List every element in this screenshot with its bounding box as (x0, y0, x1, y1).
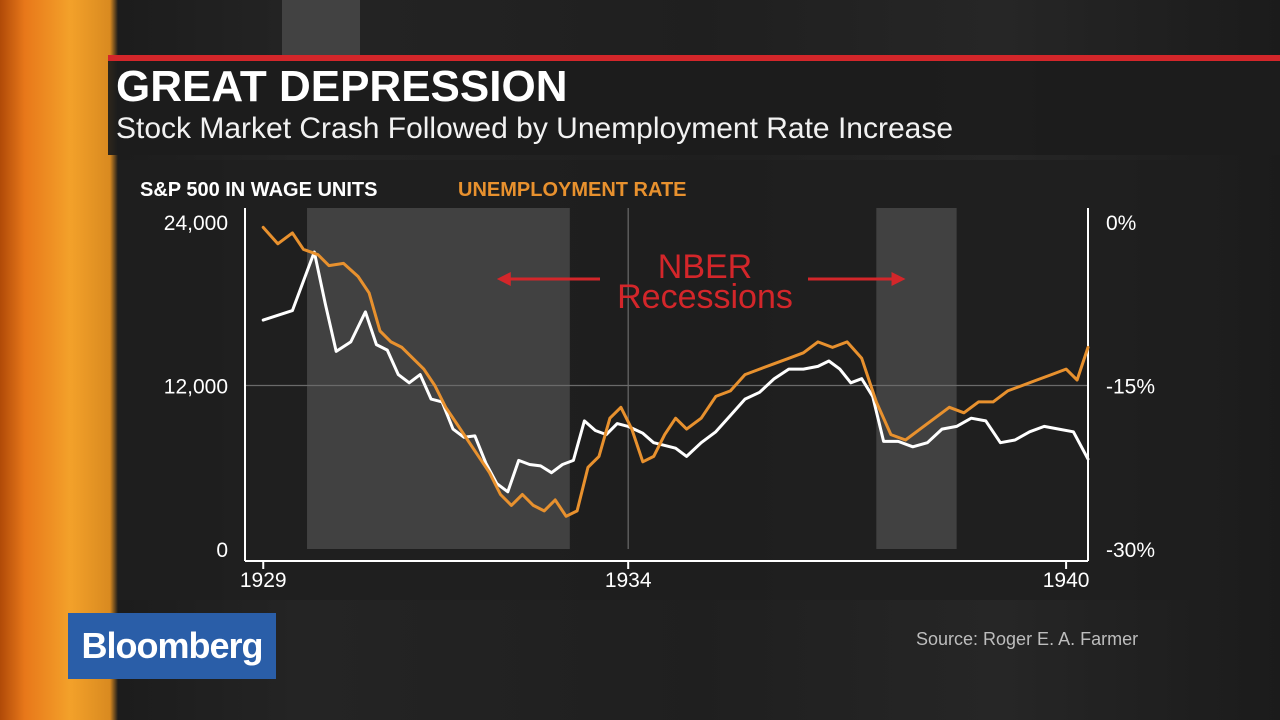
background-stripe (282, 0, 360, 55)
right-tick-label-1: -15% (1106, 376, 1155, 399)
sp500-wage-units-line (261, 250, 1090, 494)
bloomberg-logo: Bloomberg (68, 613, 276, 679)
unemployment-rate-line (261, 225, 1090, 518)
header-accent-bar (108, 55, 1280, 61)
source-note: Source: Roger E. A. Farmer (916, 629, 1139, 649)
right-axis-title: UNEMPLOYMENT RATE (458, 179, 687, 201)
recession-bands (307, 208, 957, 549)
left-axis-title: S&P 500 IN WAGE UNITS (140, 179, 377, 201)
title-panel (108, 61, 1280, 155)
x-tick-label-1: 1934 (605, 569, 652, 592)
recession-band-2 (876, 208, 957, 549)
chart-title: GREAT DEPRESSION (116, 62, 568, 111)
logo-text: Bloomberg (81, 625, 263, 666)
axes: 24,000 12,000 0 0% -15% -30% 1929 1934 1940 (164, 208, 1155, 592)
right-tick-label-0: 0% (1106, 212, 1136, 235)
left-tick-label-0: 24,000 (164, 212, 228, 235)
x-tick-label-0: 1929 (240, 569, 287, 592)
series (261, 225, 1090, 518)
recession-band-1 (307, 208, 570, 549)
chart-panel (118, 160, 1196, 600)
chart-subtitle: Stock Market Crash Followed by Unemploym… (116, 112, 954, 145)
grid (245, 208, 1088, 549)
left-tick-label-1: 12,000 (164, 376, 228, 399)
annotation-text-recessions: Recessions (617, 278, 793, 316)
right-tick-label-2: -30% (1106, 539, 1155, 562)
recession-annotation: NBER Recessions (496, 248, 906, 316)
left-tick-label-2: 0 (216, 539, 228, 562)
annotation-arrow-left-head (496, 272, 511, 286)
annotation-arrow-right-head (891, 272, 906, 286)
x-tick-label-2: 1940 (1043, 569, 1090, 592)
annotation-text-nber: NBER (658, 248, 752, 286)
